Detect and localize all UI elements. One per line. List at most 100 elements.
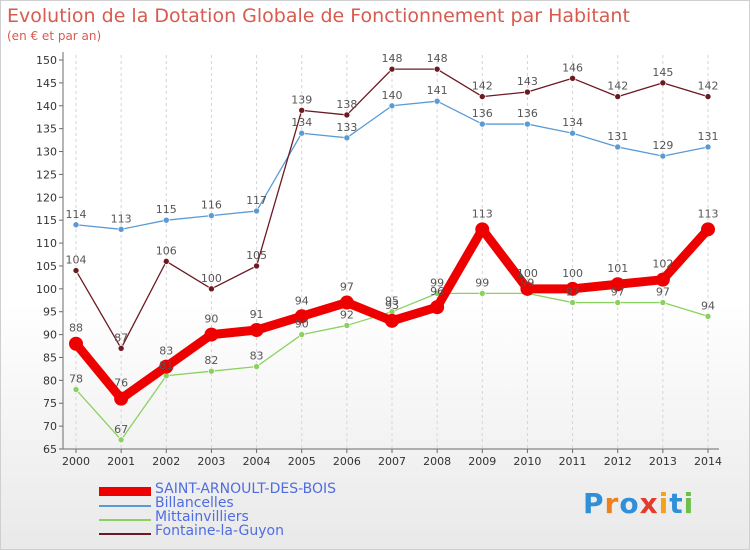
- logo-letter: i: [683, 487, 695, 520]
- y-tick-label: 90: [43, 329, 57, 342]
- y-tick-label: 80: [43, 374, 57, 387]
- data-label: 136: [517, 107, 538, 120]
- data-label: 99: [430, 276, 444, 289]
- data-point: [614, 143, 622, 151]
- legend-label: Billancelles: [155, 495, 234, 511]
- y-tick-label: 135: [36, 123, 57, 136]
- data-label: 116: [201, 199, 222, 212]
- data-label: 81: [159, 359, 173, 372]
- x-tick-label: 2010: [513, 455, 541, 468]
- data-label: 82: [204, 354, 218, 367]
- data-point: [69, 336, 83, 351]
- data-point: [208, 367, 215, 375]
- chart-title: Evolution de la Dotation Globale de Fonc…: [7, 5, 630, 27]
- x-tick-label: 2002: [152, 455, 180, 468]
- y-tick-label: 65: [43, 443, 57, 456]
- logo-letter: i: [658, 487, 670, 520]
- data-point: [114, 391, 129, 406]
- data-label: 97: [611, 286, 625, 299]
- data-label: 94: [295, 294, 309, 307]
- data-label: 136: [472, 107, 493, 120]
- data-point: [478, 120, 486, 128]
- data-label: 100: [562, 267, 583, 280]
- logo-letter: t: [669, 487, 684, 520]
- data-label: 83: [159, 345, 173, 358]
- x-tick-label: 2001: [107, 455, 135, 468]
- data-label: 92: [340, 308, 354, 321]
- data-point: [117, 226, 125, 233]
- data-label: 99: [520, 276, 534, 289]
- legend-label: Fontaine-la-Guyon: [155, 523, 284, 539]
- legend-label: SAINT-ARNOULT-DES-BOIS: [155, 481, 337, 497]
- data-label: 91: [250, 308, 264, 321]
- data-label: 94: [701, 299, 715, 312]
- x-tick-label: 2003: [197, 455, 225, 468]
- chart-subtitle: (en € et par an): [7, 29, 102, 43]
- data-point: [478, 290, 486, 297]
- data-point: [659, 79, 667, 87]
- data-point: [298, 129, 306, 137]
- x-tick-label: 2011: [559, 455, 587, 468]
- legend-swatch: [99, 533, 151, 535]
- data-point: [117, 345, 125, 352]
- x-tick-label: 2012: [604, 455, 632, 468]
- data-point: [294, 309, 309, 324]
- data-point: [343, 134, 351, 142]
- x-tick-label: 2009: [468, 455, 496, 468]
- data-point: [614, 93, 622, 100]
- y-tick-label: 95: [43, 306, 57, 319]
- data-label: 102: [652, 258, 673, 271]
- data-label: 113: [111, 212, 132, 225]
- data-point: [298, 107, 306, 114]
- data-label: 148: [382, 52, 403, 65]
- data-label: 67: [114, 423, 128, 436]
- x-tick-label: 2014: [694, 455, 722, 468]
- data-point: [565, 281, 580, 296]
- data-point: [520, 281, 535, 296]
- data-point: [659, 299, 667, 306]
- data-label: 113: [472, 207, 493, 220]
- data-point: [162, 258, 170, 265]
- data-label: 143: [517, 75, 538, 88]
- x-tick-label: 2007: [378, 455, 406, 468]
- data-label: 76: [114, 377, 128, 390]
- data-label: 100: [201, 272, 222, 285]
- data-point: [253, 262, 260, 270]
- data-point: [704, 143, 712, 151]
- data-label: 114: [66, 208, 87, 221]
- data-point: [208, 285, 215, 293]
- data-point: [524, 120, 531, 128]
- data-point: [253, 363, 260, 370]
- data-point: [569, 75, 576, 82]
- data-point: [610, 277, 625, 292]
- y-tick-label: 75: [43, 397, 57, 410]
- data-label: 97: [656, 286, 670, 299]
- y-tick-label: 150: [36, 54, 57, 67]
- data-label: 142: [698, 80, 719, 93]
- data-point: [475, 222, 490, 237]
- data-point: [72, 221, 80, 229]
- data-point: [569, 129, 576, 137]
- data-point: [249, 323, 264, 338]
- data-label: 145: [652, 66, 673, 79]
- data-label: 141: [427, 84, 448, 97]
- data-label: 104: [66, 254, 87, 267]
- data-label: 140: [382, 89, 403, 102]
- data-point: [339, 295, 354, 310]
- data-point: [388, 65, 396, 73]
- data-point: [704, 93, 712, 100]
- data-point: [204, 327, 219, 342]
- data-point: [569, 299, 576, 306]
- data-label: 87: [114, 331, 128, 344]
- y-tick-label: 115: [36, 214, 57, 227]
- data-label: 139: [291, 93, 312, 106]
- y-tick-label: 85: [43, 351, 57, 364]
- y-tick-label: 130: [36, 146, 57, 159]
- data-point: [159, 359, 174, 374]
- data-point: [72, 267, 80, 274]
- data-label: 129: [652, 139, 673, 152]
- data-label: 133: [336, 121, 357, 134]
- legend-swatch: [99, 519, 151, 521]
- logo-letter: o: [619, 487, 640, 520]
